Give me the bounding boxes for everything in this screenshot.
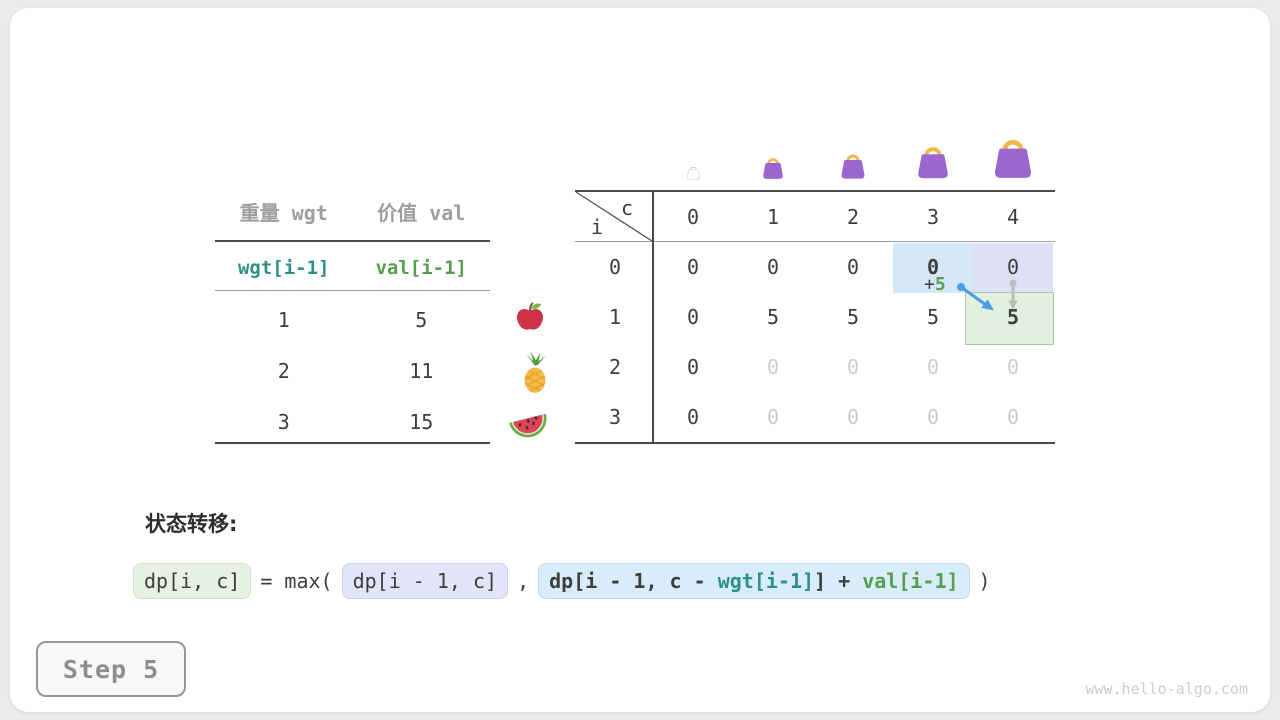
item-table-row: 2 11	[215, 356, 490, 386]
bag-icon	[915, 139, 951, 180]
items-table-rule-top	[215, 240, 490, 242]
dp-cell: 0	[926, 355, 940, 379]
formula-take-part1: dp[i - 1, c -	[549, 569, 718, 593]
watermark: www.hello-algo.com	[1085, 680, 1248, 698]
dp-cell: 0	[1006, 405, 1020, 429]
dp-cell: 0	[846, 355, 860, 379]
dp-corner-col-var: c	[620, 196, 634, 220]
dp-cell: 0	[766, 355, 780, 379]
dp-cell: 0	[686, 255, 700, 279]
dp-row-header: 0	[608, 255, 622, 279]
formula-close-paren: )	[978, 569, 991, 593]
dp-cell: 0	[766, 255, 780, 279]
bag-ghost-icon	[686, 163, 701, 180]
items-table-rule-mid	[215, 290, 490, 291]
dp-cell: 0	[846, 255, 860, 279]
bag-icon	[991, 131, 1035, 180]
step-badge[interactable]: Step 5	[36, 641, 186, 697]
item-value: 11	[409, 359, 434, 383]
item-value: 5	[415, 308, 428, 332]
dp-row-header: 3	[608, 405, 622, 429]
formula-take-wgt: wgt[i-1]	[717, 569, 815, 593]
item-weight: 1	[277, 308, 290, 332]
dp-cell: 0	[686, 405, 700, 429]
formula-option-skip: dp[i - 1, c]	[341, 563, 509, 599]
dp-rule-vertical	[652, 191, 654, 443]
transition-formula: dp[i, c] = max( dp[i - 1, c] , dp[i - 1,…	[133, 560, 991, 602]
dp-col-header: 2	[846, 205, 860, 229]
dp-row-header: 2	[608, 355, 622, 379]
formula-comma: ,	[517, 569, 530, 593]
dp-corner-row-var: i	[590, 215, 604, 239]
formula-lhs: dp[i, c]	[133, 563, 252, 599]
dp-cell: 5	[846, 305, 860, 329]
dp-row-header: 1	[608, 305, 622, 329]
weight-col-header: 重量 wgt	[239, 200, 328, 225]
formula-option-take: dp[i - 1, c - wgt[i-1]] + val[i-1]	[538, 563, 970, 599]
bag-icon	[839, 151, 867, 180]
gain-plus: +	[924, 274, 935, 295]
gain-value: 5	[934, 274, 946, 295]
dp-cell: 0	[1006, 355, 1020, 379]
items-table-index-row: wgt[i-1] val[i-1]	[215, 253, 490, 283]
dp-cell: 5	[926, 305, 940, 329]
pineapple-icon	[517, 350, 553, 400]
apple-icon	[513, 300, 547, 338]
item-weight: 2	[277, 359, 290, 383]
dp-cell: 0	[1006, 255, 1020, 279]
transition-label: 状态转移:	[145, 512, 238, 536]
formula-take-part2: ] +	[814, 569, 863, 593]
dp-col-header: 4	[1006, 205, 1020, 229]
dp-cell: 0	[686, 355, 700, 379]
dp-cell: 0	[846, 405, 860, 429]
wgt-index-label: wgt[i-1]	[237, 257, 330, 279]
dp-cell: 0	[766, 405, 780, 429]
dp-cell: 0	[926, 255, 940, 279]
dp-rule-bottom	[575, 442, 1055, 444]
items-table-header: 重量 wgt 价值 val	[215, 196, 490, 226]
dp-rule-top	[575, 190, 1055, 192]
bag-icon	[761, 155, 785, 180]
dp-cell: 5	[1006, 305, 1020, 329]
watermelon-icon	[506, 402, 550, 444]
dp-col-header: 0	[686, 205, 700, 229]
items-table-rule-bottom	[215, 442, 490, 444]
formula-take-val: val[i-1]	[862, 569, 959, 593]
item-value: 15	[409, 410, 434, 434]
value-col-header: 价值 val	[377, 200, 466, 225]
dp-rule-header	[575, 241, 1055, 242]
dp-col-header: 1	[766, 205, 780, 229]
dp-cell: 5	[766, 305, 780, 329]
item-table-row: 3 15	[215, 407, 490, 437]
dp-col-header: 3	[926, 205, 940, 229]
dp-cell: 0	[926, 405, 940, 429]
val-index-label: val[i-1]	[375, 257, 467, 279]
formula-eq: = max(	[260, 569, 333, 593]
item-weight: 3	[277, 410, 290, 434]
dp-cell: 0	[686, 305, 700, 329]
gain-annotation: +5	[924, 274, 946, 295]
